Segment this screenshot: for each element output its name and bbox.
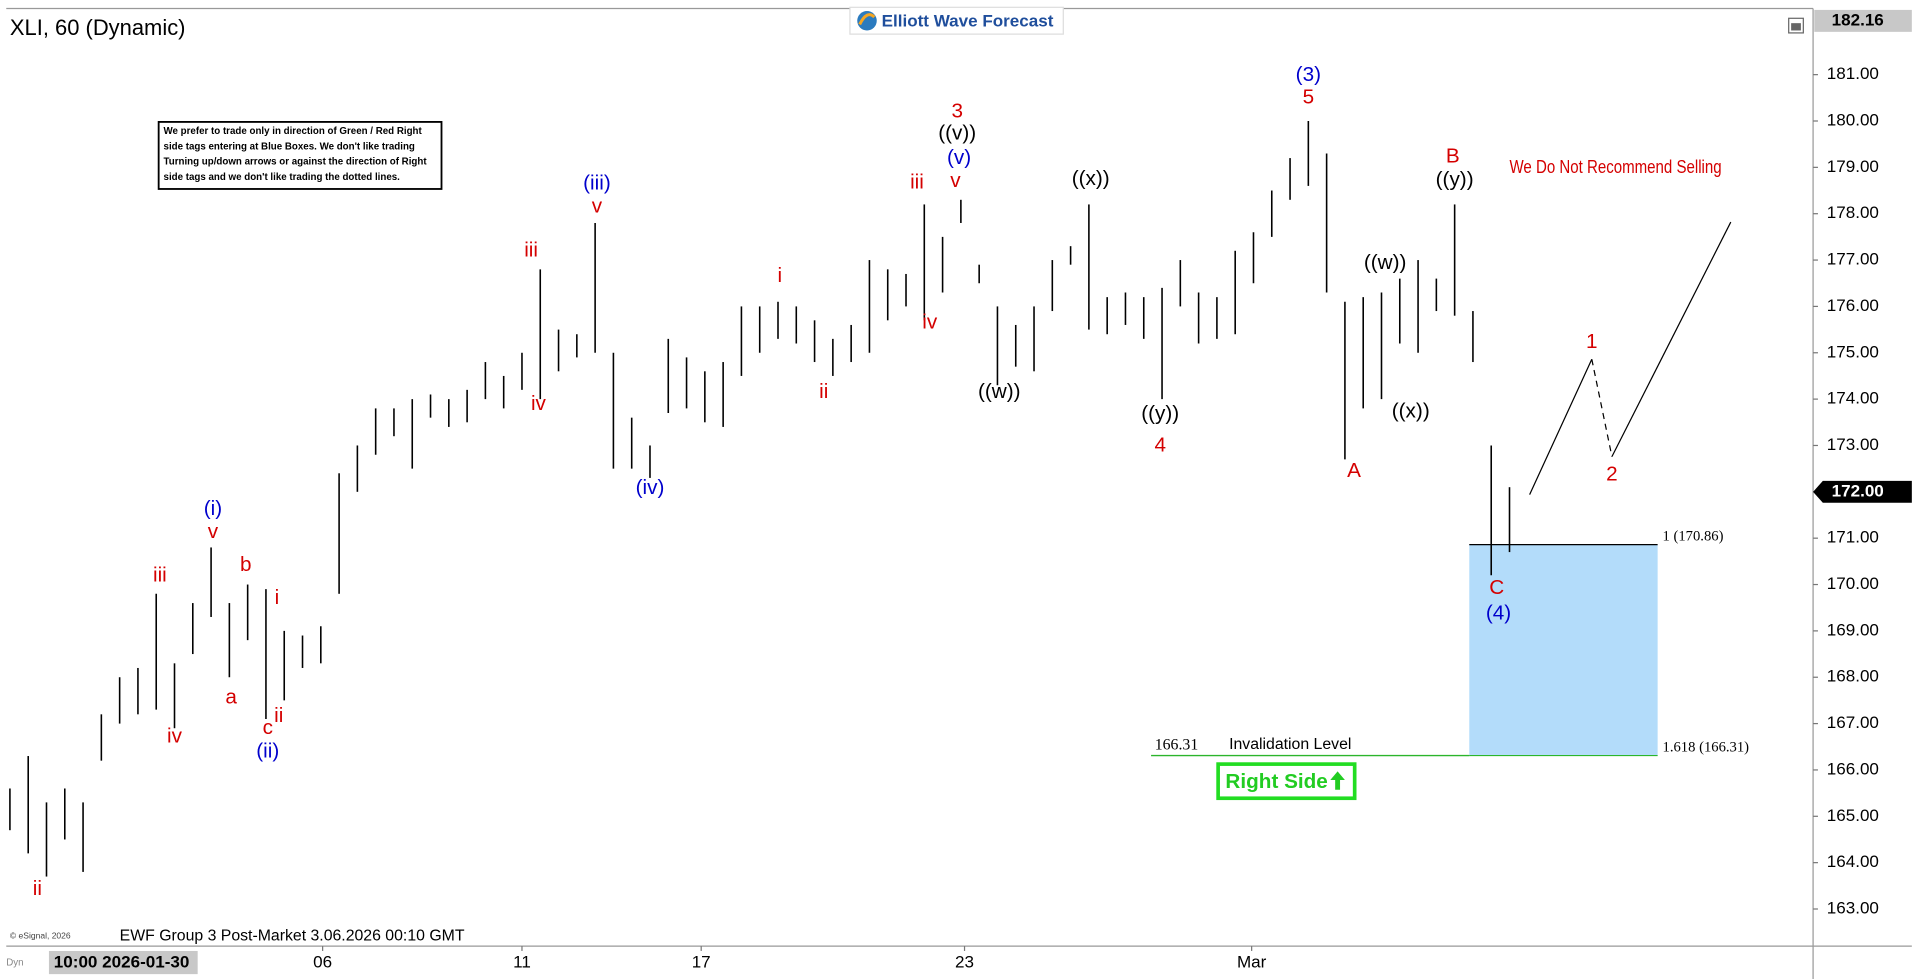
right-side-tag: Right Side <box>1216 762 1357 801</box>
y-tick-label: 178.00 <box>1827 203 1879 222</box>
notice-line: We prefer to trade only in direction of … <box>164 126 423 137</box>
wave-label: iii <box>524 239 538 262</box>
y-tick-label: 181.00 <box>1827 64 1879 83</box>
wave-label: (ii) <box>256 739 279 762</box>
x-tick-label: 11 <box>513 953 531 972</box>
wave-label: iv <box>531 392 547 415</box>
right-side-frame <box>1216 762 1357 801</box>
wave-label: ii <box>274 704 283 727</box>
wave-label: 4 <box>1154 433 1166 456</box>
y-tick-label: 176.00 <box>1827 296 1879 315</box>
fib-label: 1 (170.86) <box>1663 529 1724 545</box>
wave-label: iv <box>922 311 938 334</box>
high-marker-box <box>1814 9 1912 32</box>
invalidation-value: 166.31 <box>1155 736 1199 753</box>
time-label-box <box>48 950 198 975</box>
y-tick-label: 170.00 <box>1827 574 1879 593</box>
y-tick-label: 177.00 <box>1827 250 1879 269</box>
y-tick-label: 166.00 <box>1827 759 1879 778</box>
wave-label: ii <box>33 877 42 900</box>
projection-line <box>1611 221 1732 457</box>
wave-label: ((x)) <box>1072 167 1110 190</box>
y-tick-label: 163.00 <box>1827 898 1879 917</box>
y-tick-label: 167.00 <box>1827 713 1879 732</box>
notice-frame <box>157 121 443 190</box>
high-marker-label: 182.16 <box>1832 10 1884 29</box>
wave-label: (4) <box>1486 602 1511 625</box>
y-tick-label: 173.00 <box>1827 435 1879 454</box>
target-box <box>1469 544 1658 756</box>
y-tick-label: 164.00 <box>1827 852 1879 871</box>
dyn-flag: Dyn <box>6 958 23 969</box>
y-tick-label: 165.00 <box>1827 806 1879 825</box>
last-price-label: 172.00 <box>1832 481 1884 500</box>
wave-label: 3 <box>951 100 963 123</box>
y-tick-label: 168.00 <box>1827 667 1879 686</box>
x-tick-label: 06 <box>313 953 332 972</box>
logo-text: Elliott Wave Forecast <box>882 11 1054 30</box>
y-tick-label: 180.00 <box>1827 111 1879 130</box>
wave-label: A <box>1347 459 1361 482</box>
wave-label: C <box>1489 576 1504 599</box>
projection-line <box>1529 358 1593 495</box>
warning-text: We Do Not Recommend Selling <box>1510 156 1722 177</box>
wave-label: ((w)) <box>1364 251 1407 274</box>
notice-line: Turning up/down arrows or against the di… <box>164 157 428 168</box>
wave-label: (i) <box>204 497 222 520</box>
notice-box: We prefer to trade only in direction of … <box>157 121 443 190</box>
wave-label: ii <box>819 380 828 403</box>
wave-label: ((v)) <box>938 121 976 144</box>
copyright: © eSignal, 2026 <box>10 931 71 941</box>
wave-label: (iii) <box>583 172 611 195</box>
logo-swoosh <box>858 13 876 26</box>
y-tick-label: 179.00 <box>1827 157 1879 176</box>
wave-label: iii <box>910 171 924 194</box>
y-tick-label: 171.00 <box>1827 528 1879 547</box>
notice-line: side tags and we don't like trading the … <box>164 172 401 183</box>
wave-label: 2 <box>1606 463 1618 486</box>
wave-label: (v) <box>947 146 971 169</box>
x-tick-label: Mar <box>1237 953 1267 972</box>
y-tick-label: 169.00 <box>1827 620 1879 639</box>
window-icon-inner <box>1791 23 1801 31</box>
wave-label: ((w)) <box>978 380 1021 403</box>
fib-label: 1.618 (166.31) <box>1663 740 1750 756</box>
right-side-text: Right Side <box>1225 770 1327 793</box>
x-tick-label: 17 <box>692 953 711 972</box>
wave-label: ((x)) <box>1392 400 1430 423</box>
wave-label: iii <box>153 564 167 587</box>
wave-label: ((y)) <box>1436 168 1474 191</box>
y-tick-label: 175.00 <box>1827 342 1879 361</box>
wave-label: iv <box>167 724 183 747</box>
last-price-box <box>1813 480 1912 503</box>
source-note: EWF Group 3 Post-Market 3.06.2026 00:10 … <box>120 928 465 945</box>
logo: Elliott Wave Forecast <box>849 6 1064 35</box>
wave-label: i <box>275 586 280 609</box>
wave-label: 1 <box>1586 330 1598 353</box>
x-tick-label: 23 <box>955 953 974 972</box>
wave-label: b <box>240 553 252 576</box>
chart-title: XLI, 60 (Dynamic) <box>10 15 186 40</box>
wave-label: 5 <box>1303 85 1315 108</box>
wave-label: v <box>950 169 961 192</box>
projection-line <box>1591 359 1613 457</box>
wave-label: (3) <box>1296 63 1321 86</box>
wave-label: i <box>778 264 783 287</box>
wave-label: c <box>263 716 273 739</box>
wave-label: v <box>208 520 219 543</box>
wave-label: (iv) <box>636 476 665 499</box>
invalidation-text: Invalidation Level <box>1229 736 1351 753</box>
wave-label: B <box>1446 145 1460 168</box>
y-tick-label: 174.00 <box>1827 389 1879 408</box>
wave-label: a <box>225 686 237 709</box>
wave-label: v <box>592 195 603 218</box>
right-side-arrow <box>1330 771 1345 790</box>
notice-line: side tags entering at Blue Boxes. We don… <box>164 141 415 152</box>
wave-label: ((y)) <box>1141 402 1179 425</box>
time-label: 10:00 2026-01-30 <box>54 953 190 972</box>
logo-frame <box>849 6 1064 35</box>
